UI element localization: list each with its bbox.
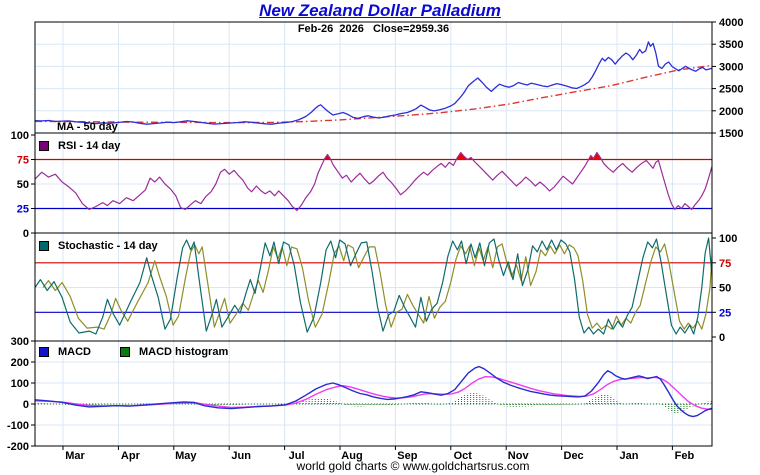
- y-axis-label: 300: [11, 336, 29, 348]
- y-axis-label: 0: [23, 399, 29, 411]
- stochastic-legend-marker-icon: [39, 241, 49, 251]
- chart-footer: world gold charts © www.goldchartsrus.co…: [296, 459, 530, 473]
- macd-histogram-legend-label: MACD histogram: [139, 346, 229, 358]
- y-axis-label: 2500: [719, 84, 743, 96]
- x-axis-label: Aug: [341, 450, 362, 462]
- stochastic-k-series-line: [34, 237, 713, 335]
- x-axis-label: Feb: [675, 450, 695, 462]
- rsi-legend-marker-icon: [39, 141, 49, 151]
- x-axis-label: Jun: [231, 450, 251, 462]
- y-axis-label: 200: [11, 357, 29, 369]
- y-axis-label: 4000: [719, 17, 743, 29]
- y-axis-label: 25: [719, 307, 731, 319]
- y-axis-label: 50: [719, 283, 731, 295]
- x-axis-label: Dec: [564, 450, 584, 462]
- y-axis-label: 50: [17, 179, 29, 191]
- ma-series-line: [34, 64, 713, 124]
- rsi-legend: RSI - 14 day: [39, 140, 120, 152]
- x-axis-label: Oct: [454, 450, 473, 462]
- stochastic-legend-label: Stochastic - 14 day: [58, 240, 158, 252]
- y-axis-label: -100: [7, 420, 29, 432]
- macd-legend-label: MACD: [58, 346, 91, 358]
- macd-series-line: [34, 365, 713, 418]
- y-axis-label: -200: [7, 441, 29, 453]
- y-axis-label: 2000: [719, 106, 743, 118]
- x-axis-label: Jan: [620, 450, 639, 462]
- y-axis-label: 0: [719, 332, 725, 344]
- x-axis-label: May: [175, 450, 197, 462]
- price-series-line: [34, 41, 713, 125]
- x-axis-label: Nov: [508, 450, 530, 462]
- stochastic-d-series-line: [42, 243, 713, 330]
- y-axis-label: 1500: [719, 128, 743, 140]
- y-axis-label: 100: [11, 130, 29, 142]
- y-axis-label: 100: [719, 233, 737, 245]
- rsi-series-line: [34, 152, 713, 212]
- panel-border: [34, 340, 713, 447]
- y-axis-label: 3500: [719, 39, 743, 51]
- y-axis-label: 100: [11, 378, 29, 390]
- y-axis-label: 75: [719, 258, 731, 270]
- chart-title: New Zealand Dollar Palladium: [259, 1, 501, 20]
- panel-border: [34, 21, 713, 134]
- rsi-legend-label: RSI - 14 day: [58, 140, 121, 152]
- chart-subtitle: Feb-26 2026 Close=2959.36: [297, 23, 450, 35]
- macd-histogram-legend-marker-icon: [120, 347, 130, 357]
- ma-legend-label: MA - 50 day: [57, 121, 118, 133]
- stochastic-legend: Stochastic - 14 day: [39, 240, 158, 252]
- x-axis-label: Sep: [397, 450, 417, 462]
- x-axis-label: Apr: [121, 450, 141, 462]
- ma-legend: MA - 50 day: [57, 121, 118, 133]
- y-axis-label: 75: [17, 155, 29, 167]
- y-axis-label: 25: [17, 204, 29, 216]
- y-axis-label: 3000: [719, 61, 743, 73]
- x-axis-label: Jul: [289, 450, 305, 462]
- macd-legend-marker-icon: [39, 347, 49, 357]
- panel-border: [34, 132, 713, 234]
- x-axis-label: Mar: [65, 450, 85, 462]
- macd-legend: MACD MACD histogram: [39, 346, 228, 358]
- y-axis-label: 0: [23, 228, 29, 240]
